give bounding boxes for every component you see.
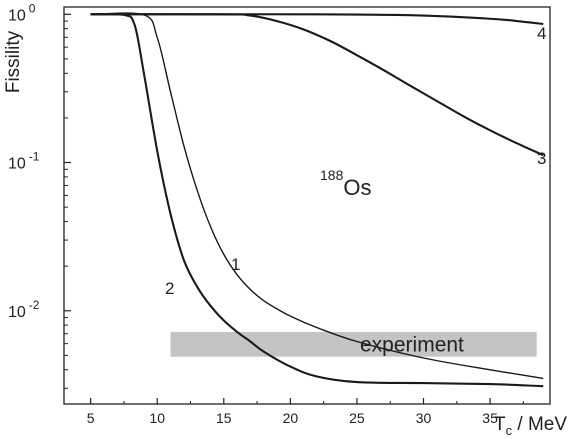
curve-label-1: 1	[231, 255, 240, 274]
nucleus-element: Os	[343, 175, 371, 200]
experiment-label: experiment	[360, 333, 464, 356]
x-tick-label: 15	[216, 410, 232, 426]
nucleus-annotation: 188Os	[320, 167, 371, 200]
y-tick-label: 10 -1	[8, 150, 40, 173]
x-axis-title-main: T	[494, 414, 506, 435]
y-tick-label: 10 -2	[8, 298, 40, 321]
y-axis-title: Fissility	[3, 30, 24, 93]
x-axis-title-subscript: c	[506, 423, 513, 438]
curve-3	[90, 13, 544, 157]
curve-label-2: 2	[165, 279, 174, 298]
x-tick-label: 20	[283, 410, 299, 426]
x-axis-title-unit: / MeV	[512, 414, 567, 435]
x-tick-label: 25	[349, 410, 365, 426]
nucleus-mass-number: 188	[320, 167, 344, 183]
x-tick-label: 10	[149, 410, 165, 426]
experiment-band	[170, 331, 537, 357]
curve-1	[90, 12, 544, 380]
x-tick-label: 5	[87, 410, 95, 426]
plot-frame	[63, 6, 551, 405]
x-axis-title: Tc / MeV	[494, 414, 567, 438]
curve-label-4: 4	[537, 24, 546, 43]
curve-2	[90, 12, 544, 388]
curve-label-3: 3	[537, 149, 546, 168]
curve-4	[90, 13, 544, 26]
x-tick-label: 35	[482, 410, 498, 426]
y-tick-label: 10 0	[8, 1, 36, 24]
x-axis: 5 10 15 20 25 30 35	[87, 398, 524, 426]
x-tick-label: 30	[416, 410, 432, 426]
curves: 1 2 3 4	[90, 12, 546, 388]
